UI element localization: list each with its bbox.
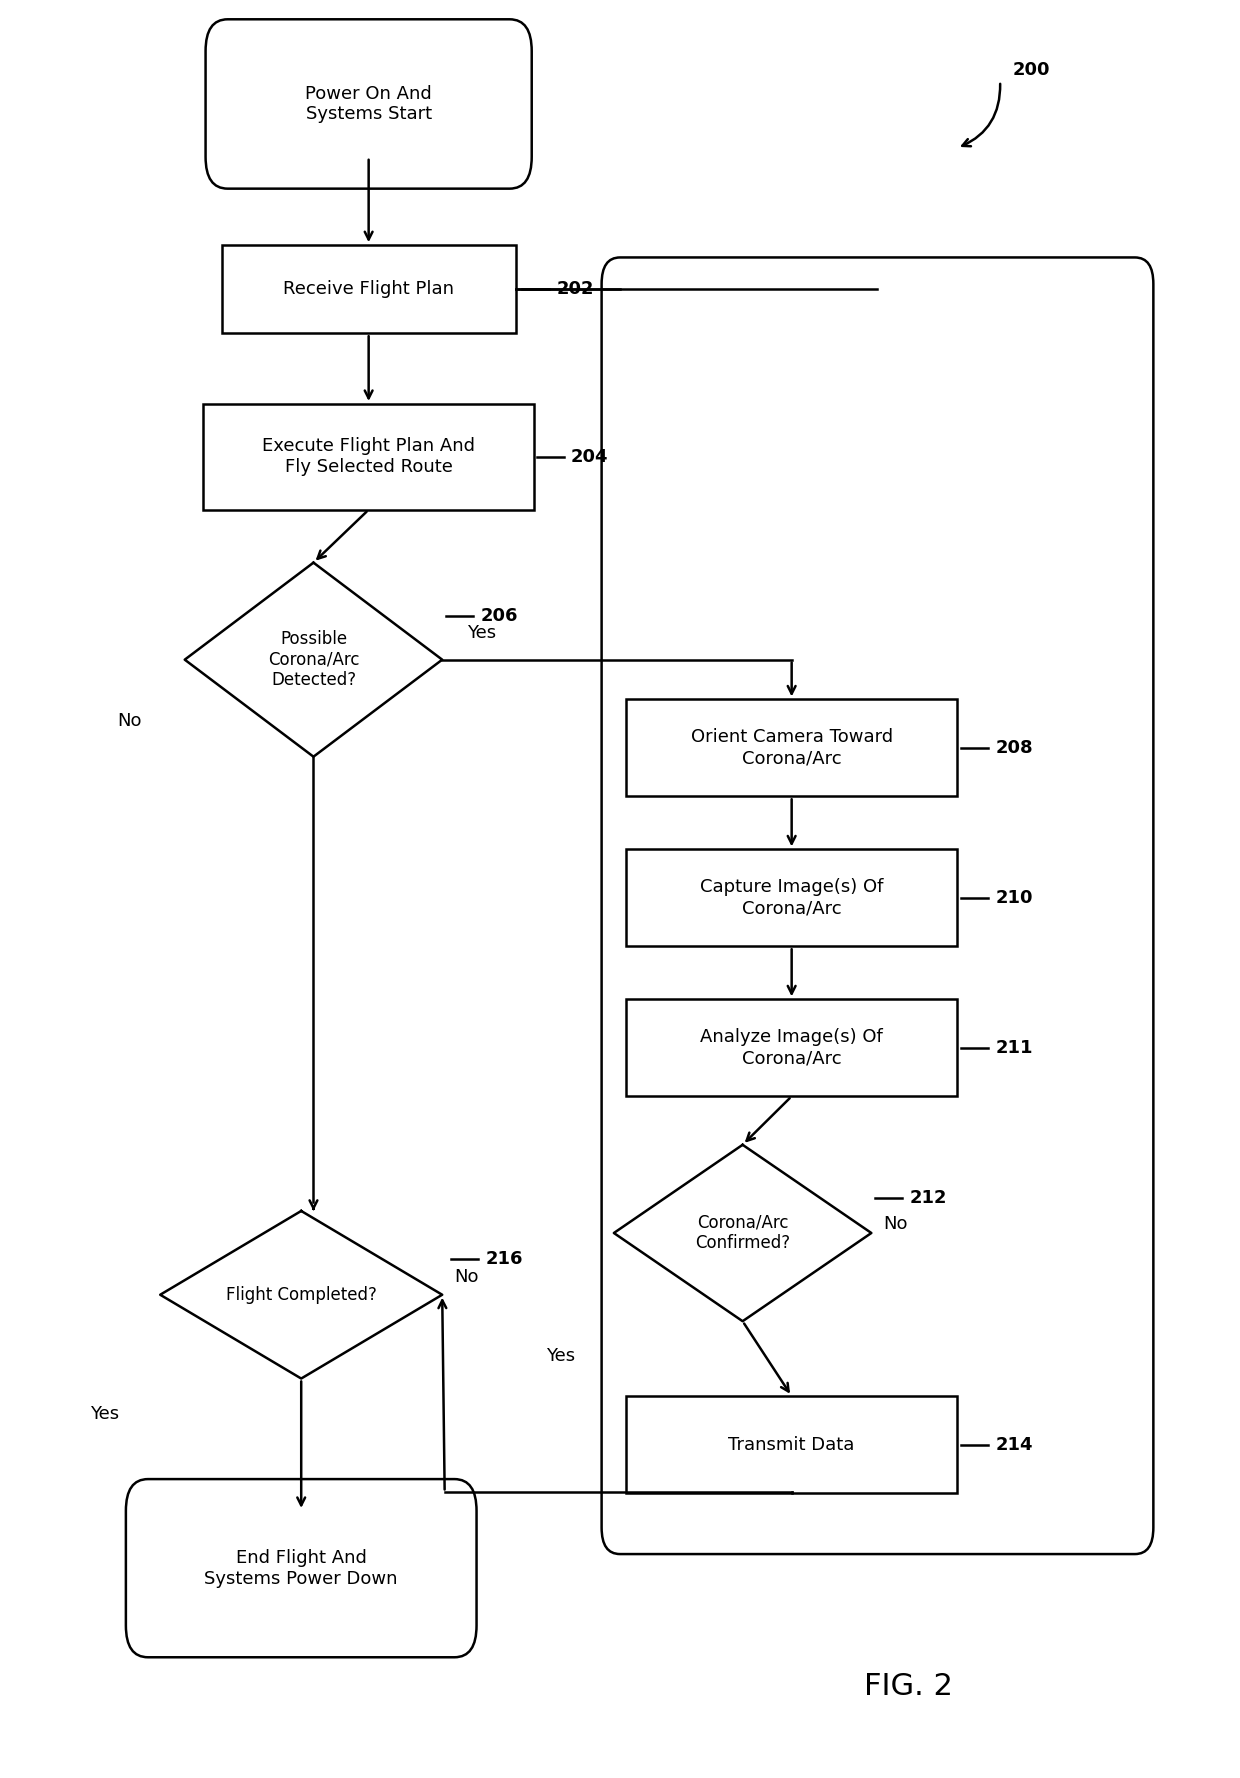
Bar: [626, 850, 957, 946]
Text: Yes: Yes: [91, 1405, 119, 1422]
Text: Possible
Corona/Arc
Detected?: Possible Corona/Arc Detected?: [268, 629, 360, 690]
FancyBboxPatch shape: [126, 1479, 476, 1657]
Text: 216: 216: [485, 1250, 522, 1268]
Text: Corona/Arc
Confirmed?: Corona/Arc Confirmed?: [696, 1214, 790, 1252]
Text: 214: 214: [996, 1435, 1033, 1454]
Text: 202: 202: [557, 281, 594, 299]
Bar: [626, 1396, 957, 1494]
Text: Transmit Data: Transmit Data: [728, 1435, 854, 1454]
FancyArrowPatch shape: [962, 84, 1001, 146]
Text: End Flight And
Systems Power Down: End Flight And Systems Power Down: [205, 1549, 398, 1588]
Text: No: No: [455, 1268, 479, 1285]
Text: No: No: [884, 1214, 908, 1234]
Text: Yes: Yes: [466, 624, 496, 642]
FancyBboxPatch shape: [206, 20, 532, 188]
Bar: [626, 999, 957, 1097]
Bar: [626, 699, 957, 797]
Text: Capture Image(s) Of
Corona/Arc: Capture Image(s) Of Corona/Arc: [699, 878, 883, 917]
Text: Flight Completed?: Flight Completed?: [226, 1285, 377, 1303]
Polygon shape: [185, 562, 443, 757]
Bar: [222, 245, 516, 332]
Text: No: No: [118, 713, 141, 731]
Text: 204: 204: [570, 448, 609, 466]
Text: Execute Flight Plan And
Fly Selected Route: Execute Flight Plan And Fly Selected Rou…: [262, 437, 475, 477]
Text: Orient Camera Toward
Corona/Arc: Orient Camera Toward Corona/Arc: [691, 729, 893, 768]
Text: Yes: Yes: [547, 1348, 575, 1366]
Text: Receive Flight Plan: Receive Flight Plan: [283, 281, 454, 299]
Text: 210: 210: [996, 889, 1033, 907]
Text: 211: 211: [996, 1038, 1033, 1056]
Text: Analyze Image(s) Of
Corona/Arc: Analyze Image(s) Of Corona/Arc: [701, 1028, 883, 1067]
Text: 208: 208: [996, 740, 1033, 757]
Text: 200: 200: [1012, 62, 1050, 80]
Text: FIG. 2: FIG. 2: [864, 1671, 952, 1702]
Polygon shape: [614, 1145, 872, 1321]
Polygon shape: [160, 1211, 443, 1378]
Text: 212: 212: [909, 1189, 947, 1207]
Text: 206: 206: [480, 606, 518, 624]
Bar: [203, 404, 534, 510]
Text: Power On And
Systems Start: Power On And Systems Start: [305, 85, 432, 123]
